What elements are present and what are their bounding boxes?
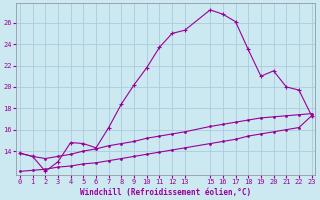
X-axis label: Windchill (Refroidissement éolien,°C): Windchill (Refroidissement éolien,°C) bbox=[80, 188, 251, 197]
